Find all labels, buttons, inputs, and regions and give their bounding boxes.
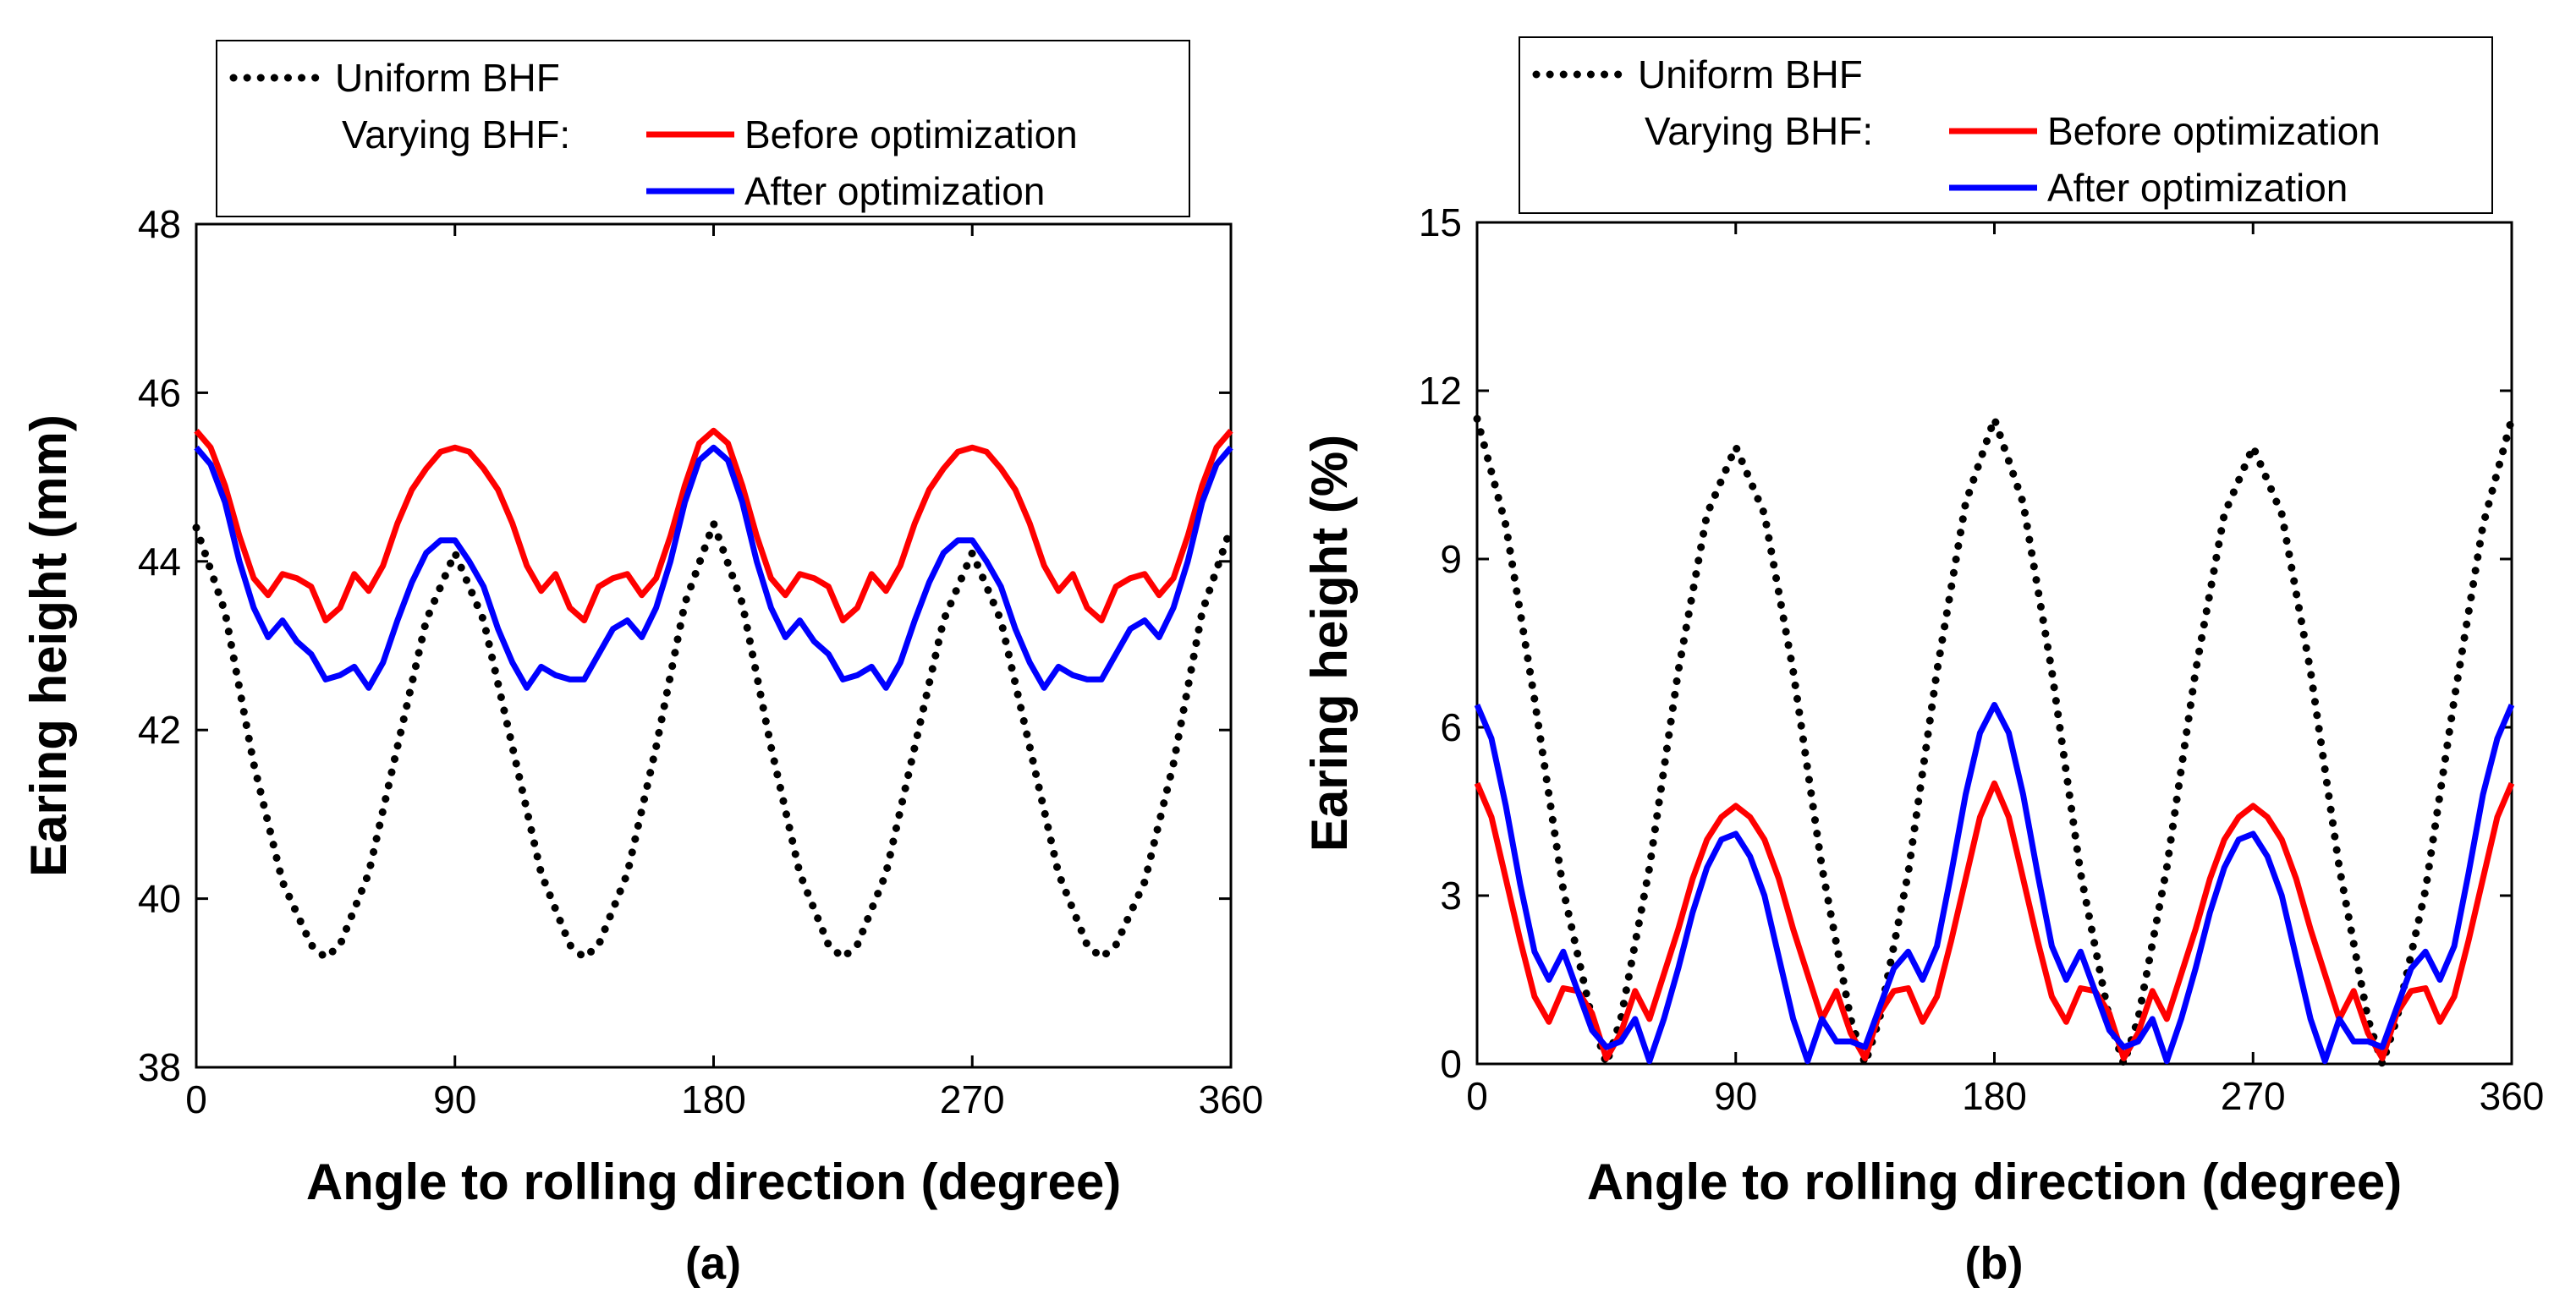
x-tick-label: 0 bbox=[185, 1077, 207, 1121]
legend-label-varying: Varying BHF: bbox=[342, 112, 570, 156]
y-tick-label: 46 bbox=[138, 370, 181, 414]
legend-box bbox=[216, 40, 1190, 217]
panel-label: (b) bbox=[1965, 1238, 2024, 1289]
x-tick-label: 180 bbox=[1962, 1074, 2027, 1118]
x-tick-label: 270 bbox=[940, 1077, 1005, 1121]
series-line-uniform-bhf bbox=[1473, 414, 2516, 1068]
legend-label-after: After optimization bbox=[744, 169, 1045, 213]
panel-label: (a) bbox=[685, 1238, 741, 1289]
x-tick-label: 360 bbox=[1199, 1077, 1264, 1121]
x-tick-label: 90 bbox=[1714, 1074, 1757, 1118]
x-tick-label: 180 bbox=[681, 1077, 746, 1121]
y-tick-label: 44 bbox=[138, 540, 181, 584]
x-tick-label: 90 bbox=[433, 1077, 476, 1121]
series-line-uniform-bhf bbox=[192, 519, 1235, 962]
legend-label-varying: Varying BHF: bbox=[1645, 109, 1873, 153]
x-tick-label: 0 bbox=[1466, 1074, 1488, 1118]
y-tick-label: 6 bbox=[1440, 705, 1462, 749]
y-tick-label: 42 bbox=[138, 708, 181, 752]
x-tick-label: 270 bbox=[2221, 1074, 2286, 1118]
x-axis-title: Angle to rolling direction (degree) bbox=[1587, 1154, 2402, 1210]
series-line-after-optimization bbox=[194, 444, 1233, 691]
legend-label-uniform: Uniform BHF bbox=[1638, 52, 1863, 96]
y-tick-label: 48 bbox=[138, 202, 181, 246]
y-axis-title: Earing height (mm) bbox=[20, 414, 77, 877]
series-line-before-optimization bbox=[194, 427, 1233, 624]
y-tick-label: 38 bbox=[138, 1045, 181, 1089]
legend-label-uniform: Uniform BHF bbox=[335, 56, 560, 100]
y-tick-label: 0 bbox=[1440, 1042, 1462, 1086]
y-tick-label: 9 bbox=[1440, 537, 1462, 581]
y-tick-label: 12 bbox=[1419, 369, 1462, 413]
series-line-after-optimization bbox=[1474, 702, 2515, 1065]
y-tick-label: 40 bbox=[138, 877, 181, 921]
legend-label-before: Before optimization bbox=[744, 112, 1078, 156]
x-tick-label: 360 bbox=[2480, 1074, 2545, 1118]
x-axis-title: Angle to rolling direction (degree) bbox=[306, 1154, 1121, 1210]
legend-label-after: After optimization bbox=[2047, 166, 2348, 210]
legend-box bbox=[1519, 36, 2493, 214]
legend-label-before: Before optimization bbox=[2047, 109, 2381, 153]
y-tick-label: 3 bbox=[1440, 874, 1462, 918]
y-axis-title: Earing height (%) bbox=[1301, 435, 1358, 852]
y-tick-label: 15 bbox=[1419, 200, 1462, 244]
